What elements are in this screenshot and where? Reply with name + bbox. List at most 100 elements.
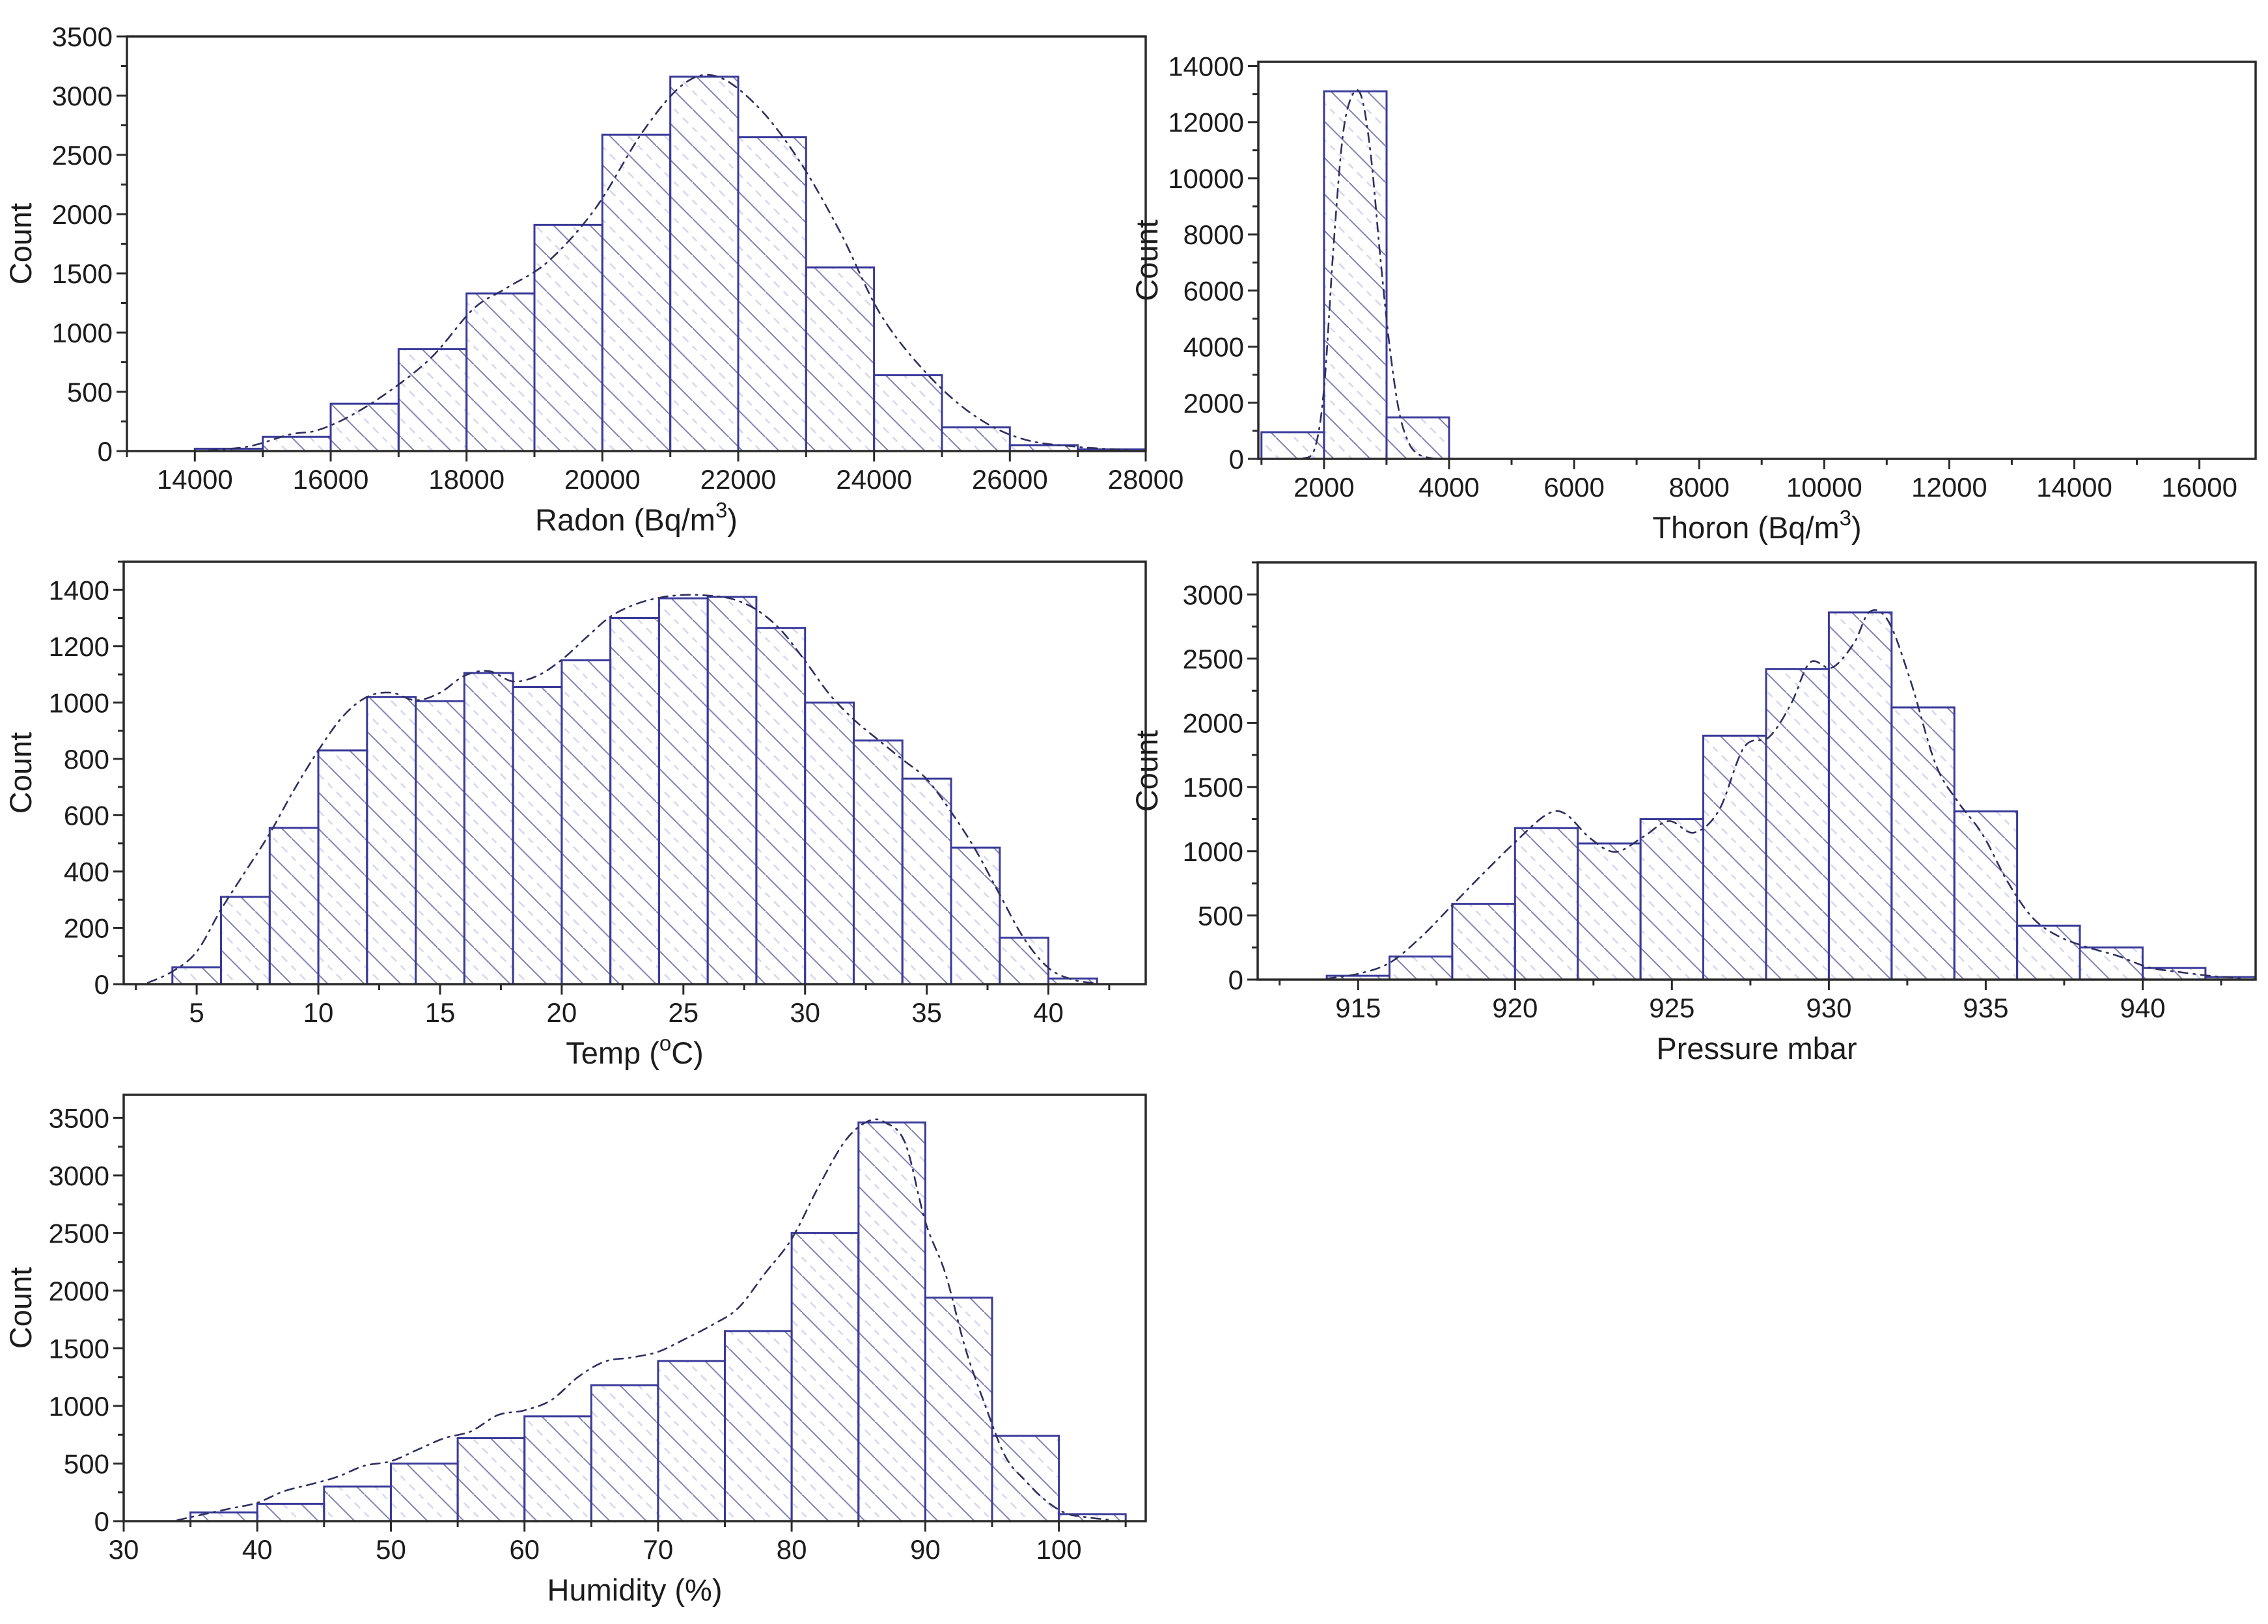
x-tick-label: 12000	[1911, 472, 1987, 502]
x-tick-label: 6000	[1543, 472, 1604, 502]
x-tick-label: 14000	[2036, 472, 2112, 502]
x-tick-label: 935	[1963, 993, 2008, 1023]
histogram-bar	[901, 777, 952, 984]
x-tick-label: 28000	[1108, 464, 1184, 495]
x-tick-label: 930	[1806, 993, 1851, 1023]
histogram-bars	[1260, 90, 1450, 459]
histogram-bar	[999, 937, 1049, 984]
y-axis-title: Count	[1129, 219, 1164, 301]
histogram-bar	[590, 1384, 659, 1521]
distribution-fit-curve	[1301, 89, 1444, 459]
axis-ticks	[113, 560, 1111, 995]
histogram-bar	[1639, 818, 1705, 980]
distribution-fit-curve	[147, 594, 1098, 984]
histogram-bar	[171, 966, 223, 984]
x-axis-title: Thoron (Bq/m3)	[1652, 506, 1861, 545]
histogram-bar	[1827, 611, 1893, 980]
distribution-fit-curve	[207, 74, 1133, 451]
histogram-bar	[323, 1485, 392, 1521]
histogram-bar	[390, 1463, 459, 1521]
y-axis-title: Count	[3, 1267, 38, 1349]
y-tick-label: 3500	[52, 21, 113, 52]
histogram-bars	[1325, 611, 2256, 980]
x-tick-label: 16000	[293, 464, 369, 495]
histogram-bar	[366, 696, 417, 984]
y-tick-label: 2500	[52, 140, 113, 171]
histogram-bar	[706, 596, 758, 984]
axis-ticks	[1247, 561, 2222, 990]
x-tick-label: 22000	[700, 464, 777, 495]
x-tick-label: 30	[790, 997, 820, 1028]
histogram-bar	[1577, 842, 1642, 980]
humidity-histogram-chart: 30 40 50 60 70 80 90 10005001000150020002500300…	[3, 1094, 1147, 1607]
x-tick-label: 24000	[836, 464, 912, 495]
x-axis-title: Pressure mbar	[1656, 1031, 1857, 1066]
x-tick-label: 20000	[564, 464, 641, 495]
thoron-histogram-chart: 2000 4000 6000 8000 10000 12000 14000 16000 0 200…	[1129, 51, 2257, 545]
histogram-bar	[512, 686, 563, 984]
histogram-bar	[465, 292, 536, 451]
y-tick-label: 3000	[52, 81, 113, 111]
histogram-bar	[1385, 416, 1450, 459]
histogram-bar	[560, 659, 612, 984]
y-tick-label: 10000	[1168, 163, 1244, 194]
y-tick-label: 400	[64, 857, 109, 887]
y-tick-label: 1500	[49, 1334, 109, 1364]
plot-frame	[122, 560, 1147, 985]
y-tick-label: 12000	[1168, 107, 1244, 138]
y-tick-label: 500	[1198, 900, 1243, 931]
y-tick-label: 3500	[49, 1103, 109, 1133]
y-tick-label: 4000	[1183, 332, 1244, 363]
x-tick-label: 14000	[157, 464, 233, 495]
histogram-bar	[523, 1415, 592, 1521]
histogram-bar	[256, 1502, 325, 1521]
axis-ticks	[1248, 65, 2201, 469]
histogram-bar	[415, 700, 465, 984]
histogram-bar	[317, 749, 368, 984]
x-tick-label: 40	[1033, 997, 1064, 1028]
y-tick-label: 14000	[1168, 51, 1244, 82]
x-tick-label: 26000	[972, 464, 1048, 495]
y-tick-label: 0	[1229, 444, 1244, 475]
histogram-bar	[1389, 956, 1454, 980]
histogram-bar	[941, 426, 1011, 451]
histogram-bar	[609, 617, 660, 984]
histogram-bar	[1514, 827, 1579, 980]
histogram-bar	[262, 435, 332, 451]
x-tick-label: 5	[189, 997, 204, 1028]
histogram-bar	[724, 1330, 793, 1521]
x-tick-label: 20	[547, 997, 577, 1028]
histogram-bar	[755, 627, 807, 984]
histogram-bar	[1765, 668, 1830, 980]
histogram-bar	[804, 701, 855, 984]
histogram-bar	[737, 136, 807, 451]
histogram-bar	[1323, 90, 1388, 459]
y-tick-label: 3000	[49, 1161, 109, 1191]
histogram-bar	[805, 266, 876, 451]
y-tick-label: 6000	[1183, 275, 1244, 306]
y-tick-label: 2000	[1183, 708, 1243, 739]
histogram-bar	[852, 739, 904, 984]
radon-histogram-chart: 14000 16000 18000 20000 22000 24000 26000 28000…	[3, 21, 1183, 537]
histogram-bar	[2016, 924, 2081, 980]
histogram-bar	[1008, 444, 1079, 451]
histogram-bar	[950, 846, 1001, 984]
y-tick-label: 800	[64, 744, 109, 775]
histogram-bar	[329, 402, 400, 451]
histogram-bar	[924, 1297, 993, 1521]
histogram-bar	[2079, 946, 2144, 980]
y-tick-label: 600	[64, 800, 109, 831]
x-axis-title: Humidity (%)	[547, 1573, 723, 1607]
y-tick-label: 0	[1228, 965, 1243, 995]
y-tick-label: 0	[94, 969, 109, 1000]
y-tick-label: 500	[64, 1449, 109, 1479]
x-tick-label: 920	[1492, 993, 1538, 1023]
histogram-bar	[1953, 810, 2019, 980]
x-tick-label: 30	[109, 1534, 139, 1565]
x-axis-title: Temp (oC)	[566, 1031, 704, 1070]
y-tick-label: 500	[67, 377, 113, 407]
y-tick-label: 3000	[1183, 579, 1243, 610]
x-tick-label: 915	[1335, 993, 1381, 1023]
x-tick-label: 15	[425, 997, 456, 1028]
